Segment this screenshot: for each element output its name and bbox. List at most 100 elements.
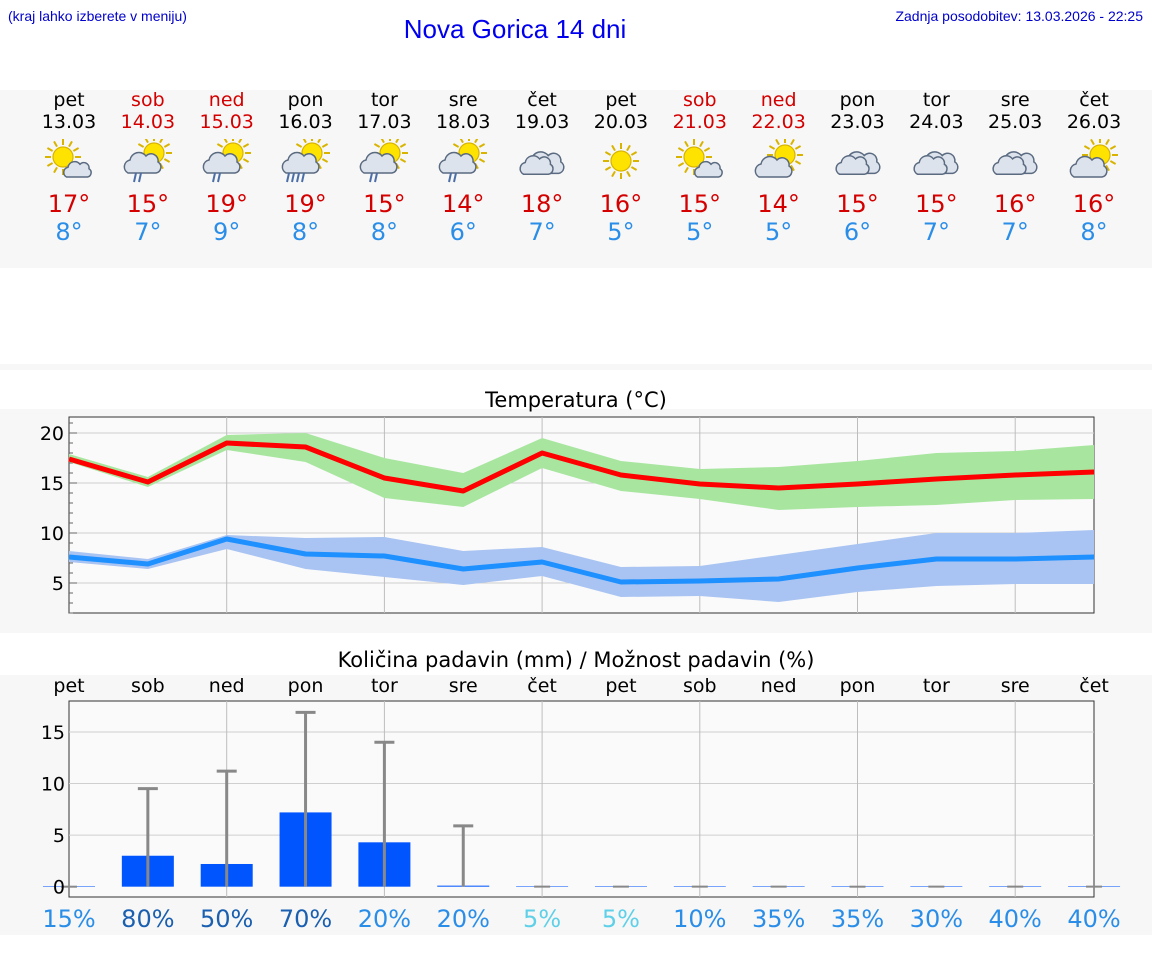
precip-chance-label: 40% [989,905,1042,933]
max-temp: 19° [266,190,346,218]
day-name: pon [266,89,346,111]
x-category-label: sre [449,675,478,697]
max-temp: 17° [29,190,109,218]
max-temp: 15° [818,190,898,218]
x-category-label: sre [1001,675,1030,697]
y-tick-label: 10 [41,774,65,796]
cloud-sun-heavy-rain-icon [278,139,334,185]
min-temp: 8° [1054,218,1134,246]
cloudy-icon [830,139,886,185]
max-temp: 15° [108,190,188,218]
day-date: 17.03 [344,111,424,133]
y-tick-label: 20 [40,423,64,445]
max-temp: 14° [739,190,819,218]
panel-divider [0,364,1152,370]
day-column: pon 23.03 15° 6° [818,88,898,246]
day-column: tor 24.03 15° 7° [896,88,976,246]
day-date: 24.03 [896,111,976,133]
sunny-icon [593,139,649,185]
day-date: 21.03 [660,111,740,133]
day-name: čet [502,89,582,111]
precip-chance-label: 15% [42,905,95,933]
day-date: 20.03 [581,111,661,133]
day-column: pet 20.03 16° 5° [581,88,661,246]
min-temp: 7° [975,218,1055,246]
partly-cloudy-icon [672,139,728,185]
y-tick-label: 5 [52,573,64,595]
day-name: ned [739,89,819,111]
day-column: čet 19.03 18° 7° [502,88,582,246]
cloud-sun-rain-icon [199,139,255,185]
day-name: pon [818,89,898,111]
y-tick-label: 5 [53,825,65,847]
last-updated: Zadnja posodobitev: 13.03.2026 - 22:25 [895,8,1143,24]
min-temp: 5° [581,218,661,246]
cloud-sun-rain-icon [435,139,491,185]
precip-chance-label: 40% [1067,905,1120,933]
precip-chance-label: 20% [437,905,490,933]
max-temp: 14° [423,190,503,218]
min-temp: 6° [818,218,898,246]
x-category-label: tor [371,675,398,697]
x-category-label: pon [288,675,324,697]
x-category-label: čet [527,675,557,697]
partly-cloudy-icon [41,139,97,185]
cloud-sun-rain-icon [120,139,176,185]
day-date: 19.03 [502,111,582,133]
max-temp: 16° [581,190,661,218]
cloudy-icon [908,139,964,185]
day-date: 14.03 [108,111,188,133]
day-column: pet 13.03 17° 8° [29,88,109,246]
day-date: 16.03 [266,111,346,133]
day-name: sre [975,89,1055,111]
x-category-label: čet [1079,675,1109,697]
temperature-chart-title: Temperatura (°C) [0,388,1152,412]
min-temp: 8° [29,218,109,246]
precip-chance-label: 35% [831,905,884,933]
precip-chance-label: 20% [358,905,411,933]
precip-chance-label: 50% [200,905,253,933]
precip-chance-label: 5% [523,905,561,933]
min-temp: 9° [187,218,267,246]
x-category-label: pon [840,675,876,697]
precipitation-chart-title: Količina padavin (mm) / Možnost padavin … [0,648,1152,672]
day-date: 13.03 [29,111,109,133]
min-temp: 8° [344,218,424,246]
min-temp: 5° [739,218,819,246]
min-temp: 8° [266,218,346,246]
day-name: sob [660,89,740,111]
x-category-label: pet [605,675,636,697]
day-column: ned 22.03 14° 5° [739,88,819,246]
day-date: 22.03 [739,111,819,133]
max-temp: 16° [1054,190,1134,218]
max-temp: 15° [344,190,424,218]
day-date: 23.03 [818,111,898,133]
day-name: tor [344,89,424,111]
day-column: sob 21.03 15° 5° [660,88,740,246]
day-column: sre 18.03 14° 6° [423,88,503,246]
y-tick-label: 0 [53,877,65,899]
cloud-sun-rain-icon [356,139,412,185]
x-category-label: sob [683,675,717,697]
day-date: 18.03 [423,111,503,133]
precip-chance-label: 80% [121,905,174,933]
min-temp: 7° [502,218,582,246]
max-temp: 19° [187,190,267,218]
day-name: ned [187,89,267,111]
precip-chance-label: 30% [910,905,963,933]
day-column: sre 25.03 16° 7° [975,88,1055,246]
precip-chance-label: 70% [279,905,332,933]
precip-chance-label: 5% [602,905,640,933]
y-tick-label: 15 [41,722,65,744]
day-column: čet 26.03 16° 8° [1054,88,1134,246]
min-temp: 7° [108,218,188,246]
day-name: sre [423,89,503,111]
day-name: tor [896,89,976,111]
page-title: Nova Gorica 14 dni [0,14,1030,45]
day-name: sob [108,89,188,111]
min-temp: 6° [423,218,503,246]
cloud-sun-icon [751,139,807,185]
day-column: tor 17.03 15° 8° [344,88,424,246]
precip-chance-label: 10% [673,905,726,933]
y-tick-label: 15 [40,473,64,495]
